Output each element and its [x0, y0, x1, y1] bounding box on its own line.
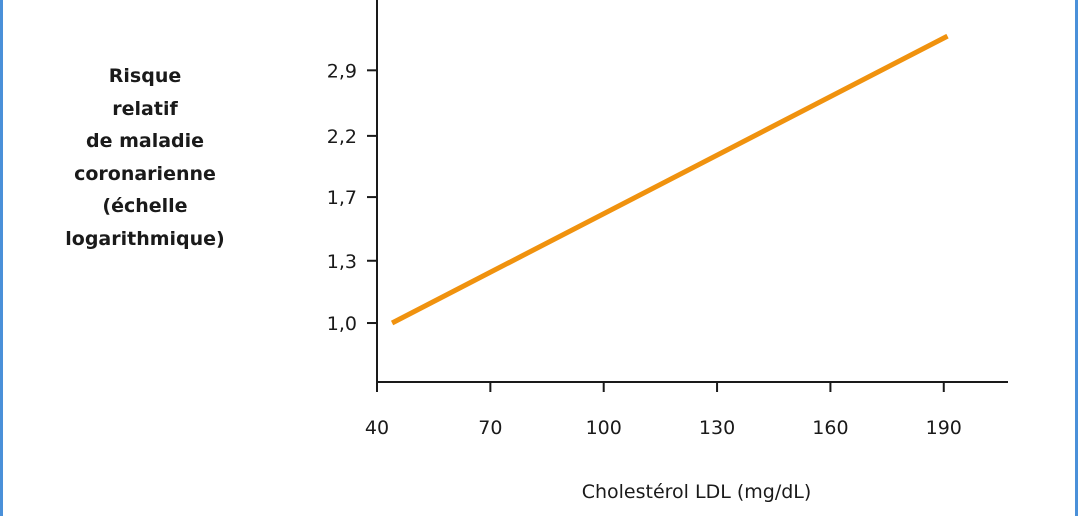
y-axis-label-line: (échelle [102, 195, 188, 217]
y-tick-label: 2,9 [327, 60, 357, 82]
y-tick-label: 1,7 [327, 187, 357, 209]
y-axis-label-line: coronarienne [74, 162, 216, 185]
x-tick-label: 160 [812, 417, 848, 439]
y-tick-label: 2,2 [327, 126, 357, 148]
x-tick-label: 130 [699, 417, 735, 439]
x-tick-label: 40 [365, 417, 389, 439]
y-tick-label: 1,0 [327, 313, 357, 335]
x-axis-label: Cholestérol LDL (mg/dL) [582, 481, 812, 503]
x-tick-label: 190 [926, 417, 962, 439]
y-axis-label-line: logarithmique) [65, 227, 225, 250]
x-tick-label: 100 [586, 417, 622, 439]
y-axis-label-line: Risque [108, 65, 182, 87]
y-axis-label-line: relatif [112, 97, 178, 120]
series-line [390, 33, 949, 326]
y-axis-label: Risque relatif de maladie coronarienne (… [40, 60, 250, 255]
y-tick-label: 1,3 [327, 251, 357, 273]
x-tick-label: 70 [478, 417, 502, 439]
y-axis-label-line: de maladie [85, 130, 205, 152]
